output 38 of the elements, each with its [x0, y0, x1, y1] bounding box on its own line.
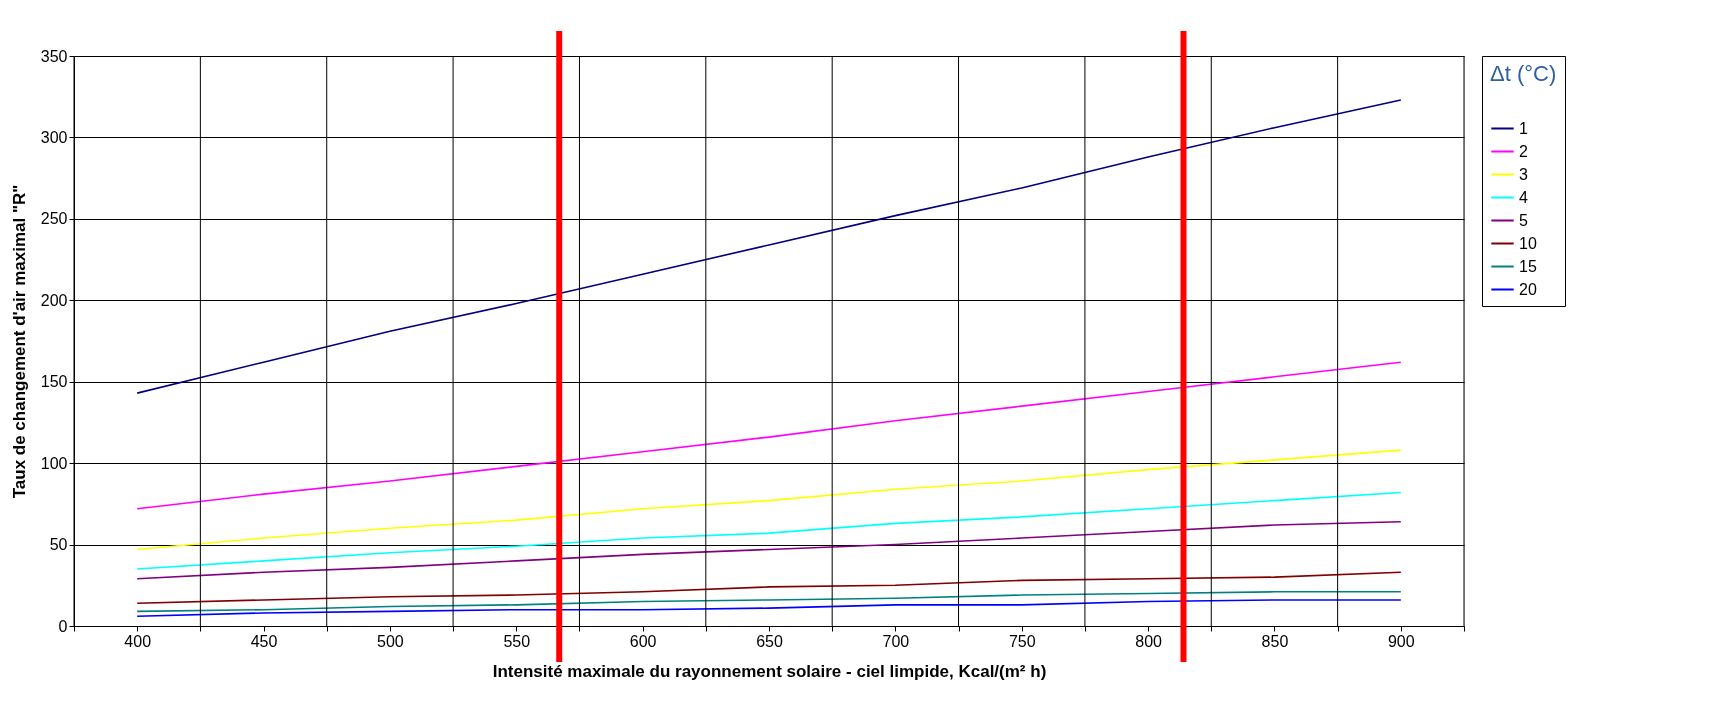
x-tick-label: 750 — [1008, 632, 1036, 650]
x-tick-label: 800 — [1135, 632, 1163, 650]
y-axis-title: Taux de changement d'air maximal "R" — [9, 184, 29, 499]
legend-label: 10 — [1519, 234, 1537, 252]
y-tick-label: 50 — [49, 536, 68, 554]
legend-label: 1 — [1519, 119, 1528, 137]
x-tick-label: 500 — [377, 632, 404, 650]
y-tick-label: 300 — [40, 128, 68, 146]
x-tick-label: 700 — [882, 632, 910, 650]
legend-title: Δt (°C) — [1490, 61, 1557, 86]
line-series — [136, 449, 1402, 551]
x-tick-label: 450 — [250, 632, 278, 650]
x-tick-label: 600 — [629, 632, 657, 650]
x-tick-label: 900 — [1387, 632, 1415, 650]
line-series — [136, 571, 1402, 604]
y-tick-label: 0 — [58, 617, 68, 635]
legend-label: 2 — [1519, 142, 1528, 160]
legend-label: 4 — [1519, 188, 1528, 206]
line-series — [136, 491, 1402, 570]
x-tick-label: 550 — [503, 632, 531, 650]
line-series — [136, 99, 1402, 394]
y-tick-label: 350 — [40, 47, 68, 65]
line-series — [136, 591, 1402, 613]
x-tick-label: 650 — [756, 632, 783, 650]
x-axis-title: Intensité maximale du rayonnement solaire - ciel limpide, Kcal/(m² h) — [492, 661, 1047, 681]
legend-label: 15 — [1519, 257, 1537, 275]
legend-label: 3 — [1519, 165, 1528, 183]
line-series — [136, 361, 1402, 510]
legend-label: 20 — [1519, 280, 1537, 298]
x-tick-label: 850 — [1261, 632, 1289, 650]
line-series — [136, 599, 1402, 618]
y-tick-label: 100 — [40, 454, 68, 472]
y-tick-label: 150 — [40, 373, 68, 391]
x-tick-label: 400 — [124, 632, 152, 650]
y-tick-label: 250 — [40, 210, 68, 228]
y-tick-label: 200 — [40, 291, 68, 309]
legend-label: 5 — [1519, 211, 1528, 229]
line-series — [136, 520, 1402, 580]
